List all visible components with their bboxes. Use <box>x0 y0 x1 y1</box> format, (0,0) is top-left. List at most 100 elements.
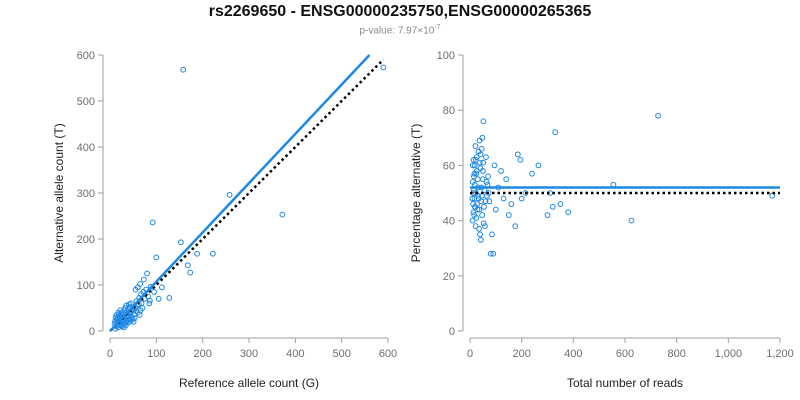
left-data-point <box>153 254 160 261</box>
left-x-tick-label: 100 <box>147 348 165 360</box>
right-data-point <box>485 173 491 180</box>
right-data-point <box>552 129 559 136</box>
left-data-point <box>177 239 184 246</box>
right-data-point <box>485 190 492 196</box>
right-data-point <box>565 209 572 216</box>
left-data-point <box>146 300 153 307</box>
left-y-axis-title: Alternative allele count (T) <box>52 123 66 262</box>
pvalue-times: ×10 <box>417 25 435 37</box>
right-data-point <box>479 212 486 218</box>
right-data-point <box>477 231 483 238</box>
right-x-tick-label: 1,200 <box>766 348 794 360</box>
right-data-point <box>486 198 493 205</box>
right-data-point <box>469 162 476 169</box>
right-y-tick-label: 0 <box>449 326 455 338</box>
left-data-point <box>226 191 233 198</box>
right-data-point <box>517 156 524 163</box>
left-fit-line <box>109 54 371 332</box>
right-data-point <box>529 170 535 177</box>
left-data-point <box>140 276 147 283</box>
right-data-point <box>469 179 476 185</box>
right-x-tick-label: 200 <box>512 348 530 360</box>
right-data-point <box>514 151 521 158</box>
left-data-point <box>146 297 153 304</box>
right-data-point <box>491 162 498 169</box>
pvalue-subtitle: p-value: 7.97×10-7 <box>0 24 800 36</box>
right-data-point <box>482 223 488 230</box>
right-data-point <box>500 195 507 202</box>
right-data-point <box>477 237 484 243</box>
right-x-tick-label: 400 <box>564 348 582 360</box>
right-data-point <box>476 137 483 144</box>
right-data-point <box>469 195 476 202</box>
right-data-point <box>557 201 564 207</box>
left-data-point <box>149 219 156 226</box>
left-x-tick-label: 500 <box>332 348 350 360</box>
left-y-tick-label: 400 <box>77 142 95 154</box>
right-data-point <box>470 173 477 180</box>
left-data-point <box>194 250 201 257</box>
right-data-point <box>512 223 519 230</box>
right-data-point <box>769 192 776 199</box>
pvalue-mantissa: 7.97 <box>397 25 418 37</box>
left-y-tick-label: 200 <box>77 234 95 246</box>
right-data-point <box>473 156 479 163</box>
left-x-tick-label: 400 <box>286 348 304 360</box>
right-data-point <box>522 190 529 196</box>
right-data-point <box>503 176 510 183</box>
right-data-point <box>505 212 512 218</box>
right-data-point <box>472 223 479 230</box>
right-data-point <box>480 159 487 166</box>
right-data-point <box>483 179 490 185</box>
left-data-point <box>117 307 124 314</box>
right-x-tick-label: 1,000 <box>715 348 743 360</box>
right-data-point <box>476 206 483 213</box>
right-data-point <box>470 209 477 216</box>
right-data-point <box>498 168 504 174</box>
left-x-tick-label: 300 <box>240 348 258 360</box>
left-y-tick-label: 500 <box>77 96 95 108</box>
left-scatter-panel: 0 100 200 300 400 500 600 0 100 200 300 400 500 600 Re… <box>52 50 397 390</box>
right-data-point <box>475 192 481 199</box>
left-data-point <box>279 211 286 218</box>
left-data-point <box>127 300 134 307</box>
left-y-tick-label: 300 <box>77 188 95 200</box>
pvalue-exponent: -7 <box>434 24 441 31</box>
right-data-point <box>480 118 487 125</box>
right-y-tick-label: 20 <box>443 271 455 283</box>
right-data-point <box>480 168 486 174</box>
right-data-point <box>479 134 486 141</box>
right-data-point <box>477 151 484 158</box>
right-data-point <box>490 250 497 257</box>
right-data-point <box>489 231 495 238</box>
left-data-point <box>158 284 165 291</box>
right-data-point <box>480 220 487 227</box>
right-y-tick-label: 80 <box>443 105 455 117</box>
left-data-point <box>184 262 191 269</box>
left-y-tick-label: 0 <box>89 326 95 338</box>
right-data-point <box>549 203 556 210</box>
left-reference-line <box>109 58 385 332</box>
right-scatter-panel: 0 20 40 60 80 100 0 200 400 600 800 1,000 1,200 Total… <box>409 50 794 390</box>
right-data-point <box>470 156 477 163</box>
right-data-point <box>535 162 542 169</box>
right-data-point <box>518 195 525 202</box>
left-data-point <box>380 64 387 71</box>
right-x-tick-label: 0 <box>467 348 473 360</box>
right-data-point <box>492 206 499 213</box>
right-data-point <box>655 112 661 119</box>
right-y-tick-label: 60 <box>443 160 455 172</box>
right-data-point <box>476 225 482 232</box>
right-data-point <box>469 217 476 224</box>
right-data-point <box>478 198 485 205</box>
right-data-point <box>487 250 494 257</box>
right-data-point <box>508 201 515 207</box>
chart-title: rs2269650 - ENSG00000235750,ENSG00000265… <box>208 3 592 20</box>
left-x-axis-title: Reference allele count (G) <box>179 376 319 390</box>
right-y-axis-title: Percentage alternative (T) <box>409 124 423 263</box>
right-data-point <box>471 162 478 169</box>
right-data-point <box>544 212 551 218</box>
right-data-point <box>481 203 487 210</box>
right-x-tick-label: 600 <box>616 348 634 360</box>
